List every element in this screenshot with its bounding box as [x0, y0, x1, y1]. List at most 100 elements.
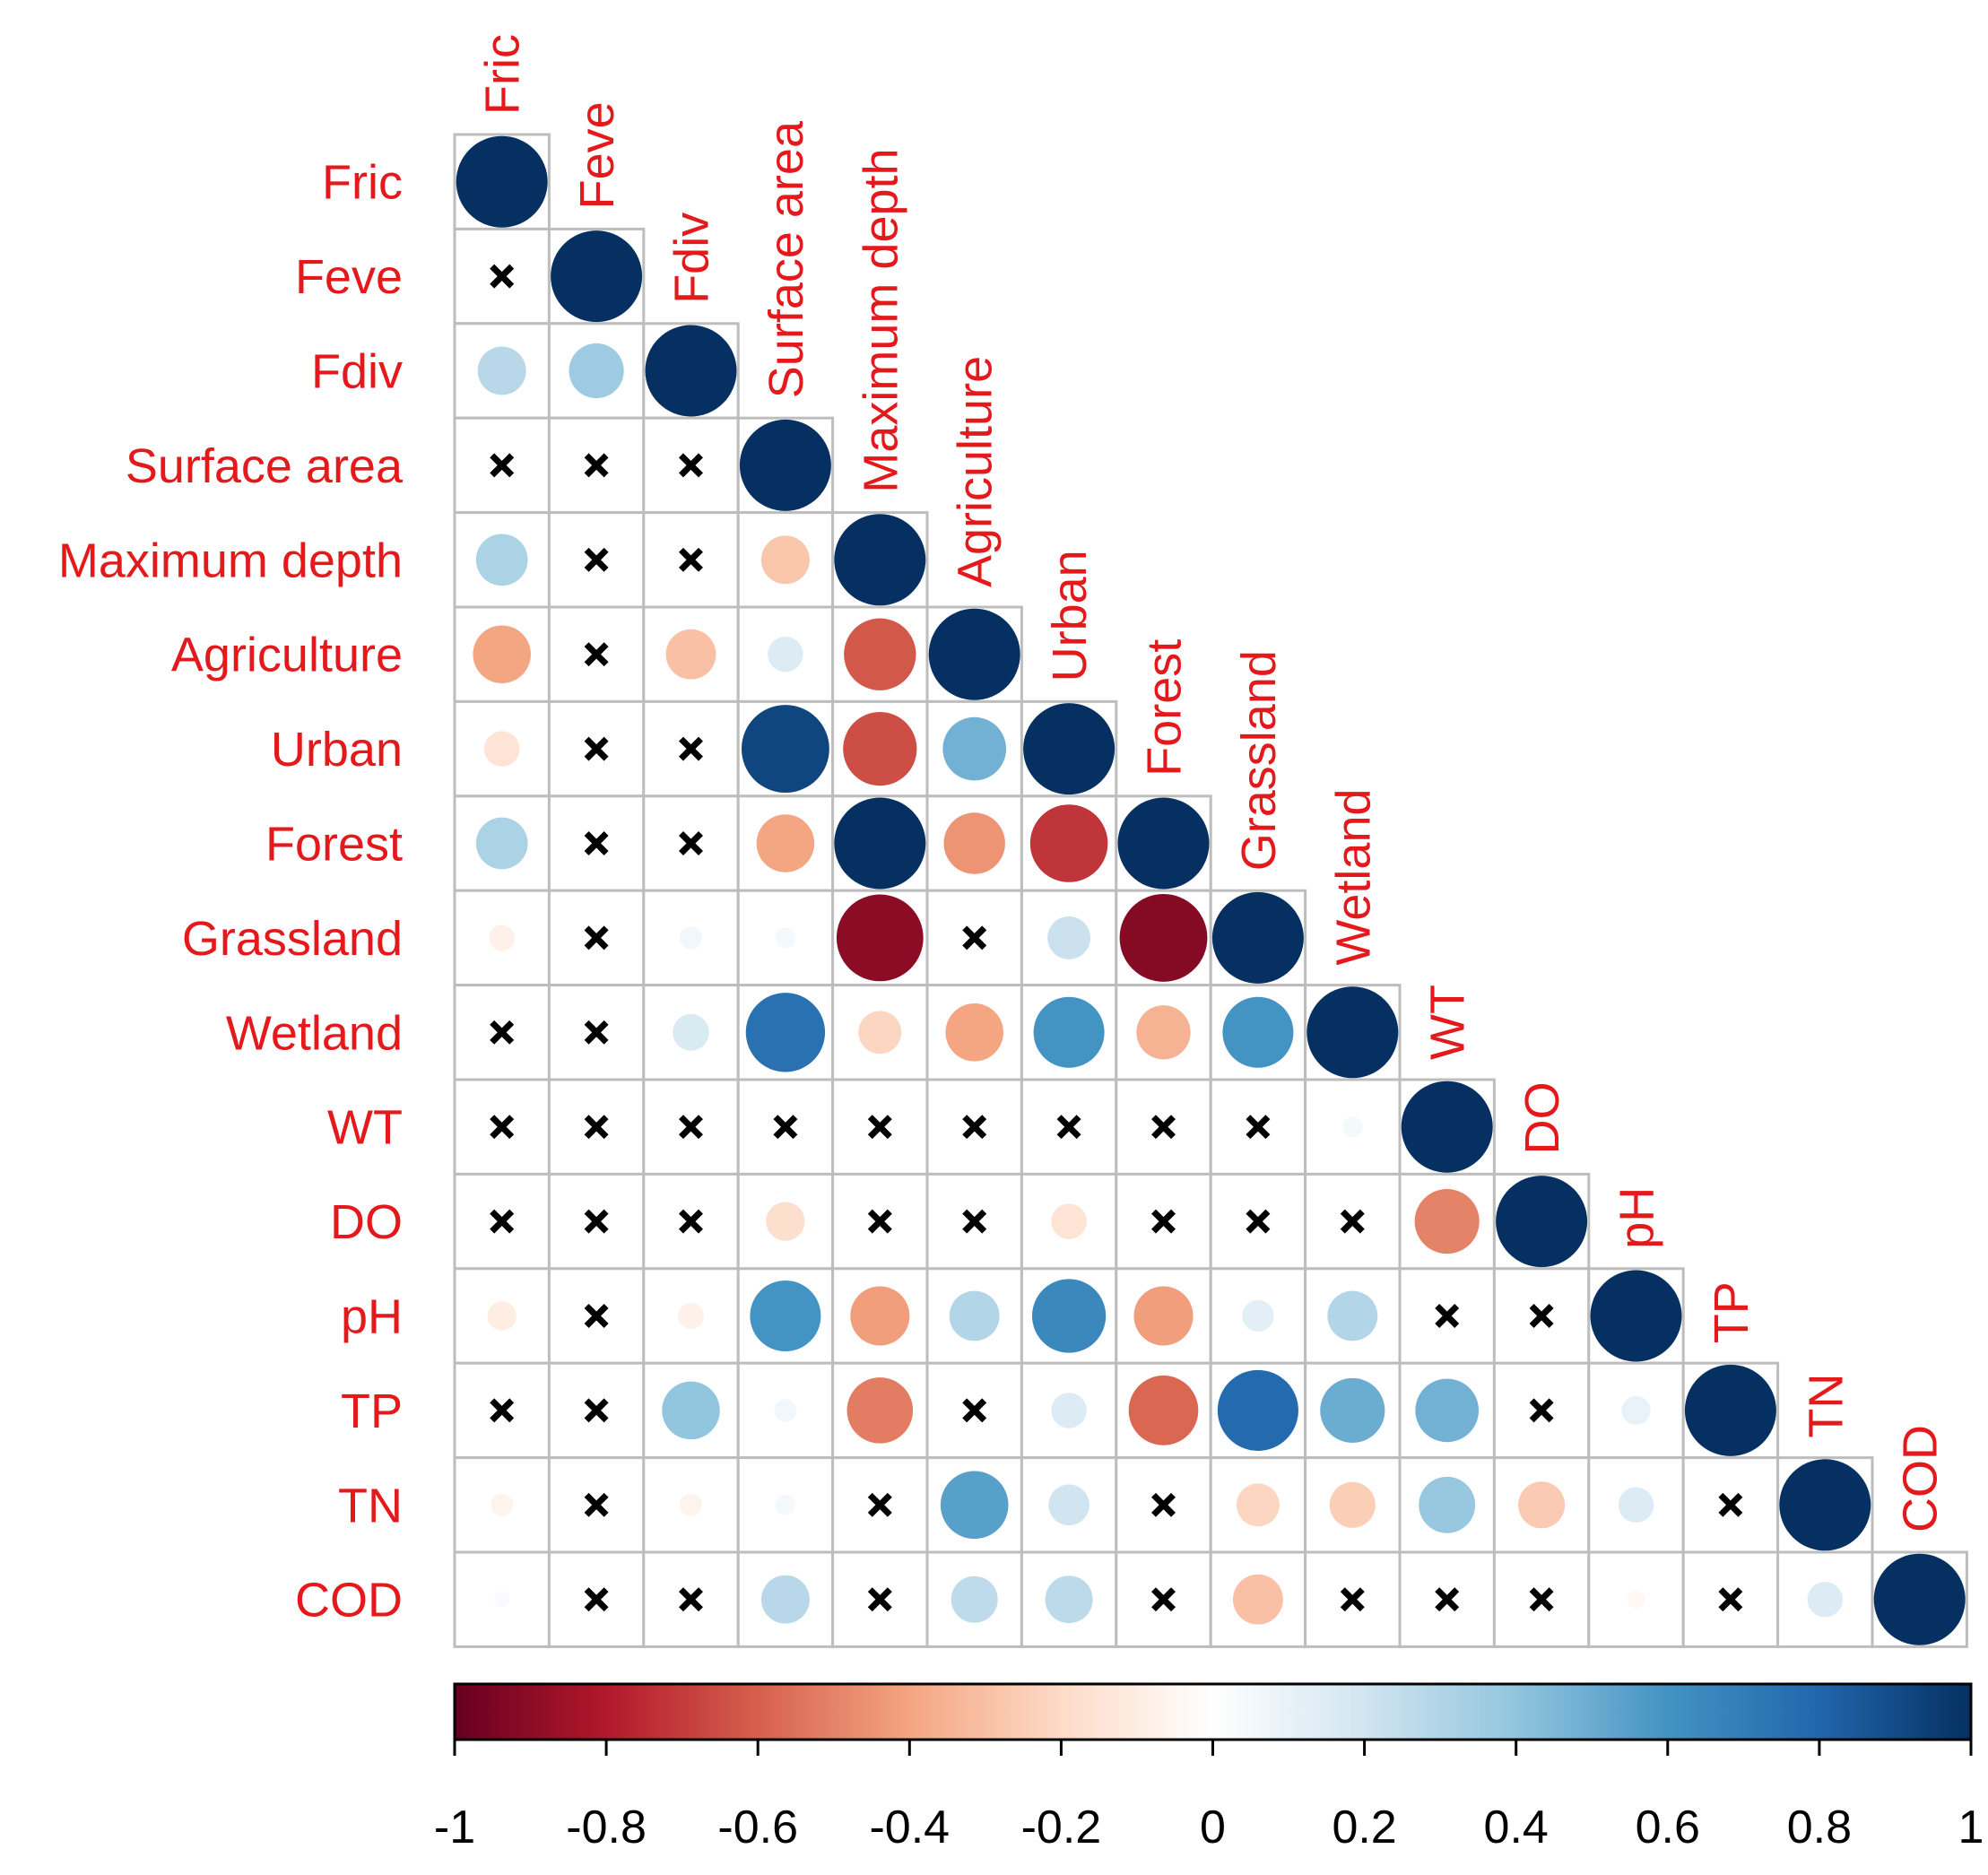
- nonsignificant-marker: [679, 831, 703, 855]
- nonsignificant-marker: [1529, 1587, 1554, 1612]
- row-label-forest: Forest: [265, 818, 403, 872]
- nonsignificant-marker: [867, 1492, 892, 1517]
- nonsignificant-marker: [490, 1020, 515, 1045]
- nonsignificant-marker: [679, 547, 703, 572]
- correlation-circle: [1496, 1176, 1588, 1268]
- correlation-circle: [1618, 1487, 1654, 1523]
- correlation-circle: [456, 135, 548, 228]
- col-label-cod: COD: [1894, 1425, 1948, 1532]
- col-label-urban: Urban: [1043, 550, 1097, 681]
- nonsignificant-marker: [679, 1587, 703, 1612]
- nonsignificant-marker: [1340, 1587, 1365, 1612]
- correlation-circle: [1307, 986, 1399, 1079]
- row-label-tn: TN: [338, 1479, 403, 1532]
- col-label-tn: TN: [1799, 1374, 1853, 1438]
- column-labels: Fric Feve Fdiv Surface area Maximum depth Agr…: [476, 34, 1948, 1532]
- col-label-forest: Forest: [1138, 639, 1192, 777]
- correlation-circle: [949, 1290, 1000, 1341]
- row-label-feve: Feve: [295, 250, 403, 304]
- colorbar-tick-label: 0.8: [1787, 1801, 1852, 1853]
- correlation-circle: [928, 608, 1020, 700]
- nonsignificant-marker: [1529, 1304, 1554, 1328]
- nonsignificant-marker: [1151, 1587, 1176, 1612]
- colorbar-tick-label: 1: [1958, 1801, 1984, 1853]
- row-label-urban: Urban: [271, 723, 403, 777]
- nonsignificant-marker: [1718, 1492, 1743, 1517]
- correlation-circle: [678, 1303, 704, 1329]
- nonsignificant-marker: [679, 1115, 703, 1140]
- colorbar-tick-label: -0.8: [566, 1801, 647, 1853]
- correlation-circle: [475, 817, 528, 870]
- colorbar-tick-label: -0.2: [1021, 1801, 1102, 1853]
- nonsignificant-marker: [490, 264, 515, 289]
- correlation-circle: [1415, 1378, 1480, 1443]
- row-label-ph: pH: [341, 1290, 403, 1344]
- correlation-circle: [1045, 1576, 1093, 1624]
- row-label-grassland: Grassland: [182, 912, 403, 966]
- correlation-circle: [673, 1013, 709, 1051]
- nonsignificant-marker: [867, 1587, 892, 1612]
- correlation-circle: [477, 346, 526, 395]
- nonsignificant-marker: [679, 453, 703, 478]
- nonsignificant-marker: [962, 925, 987, 951]
- correlation-circles: [456, 135, 1966, 1645]
- correlation-circle: [775, 927, 796, 949]
- correlation-circle: [760, 535, 810, 585]
- correlation-circle: [1051, 1393, 1087, 1428]
- nonsignificant-marker: [1718, 1587, 1743, 1612]
- row-label-fric: Fric: [322, 156, 403, 210]
- nonsignificant-marker: [584, 925, 609, 951]
- nonsignificant-marker: [962, 1209, 987, 1234]
- correlation-circle: [680, 926, 702, 950]
- correlation-circle: [1341, 1116, 1363, 1138]
- nonsignificant-marker: [584, 1115, 609, 1140]
- nonsignificant-marker: [584, 1492, 609, 1517]
- correlation-circle: [490, 1493, 514, 1516]
- correlation-circle: [1807, 1581, 1844, 1618]
- correlation-circle: [1222, 996, 1294, 1068]
- col-label-maximum-depth: Maximum depth: [854, 148, 907, 492]
- correlation-circle: [739, 419, 831, 511]
- correlation-circle: [745, 993, 826, 1072]
- correlation-circle: [741, 705, 829, 794]
- correlation-circle: [768, 636, 803, 673]
- matrix-cell: [547, 416, 646, 515]
- nonsignificant-marker: [962, 1115, 987, 1140]
- nonsignificant-marker: [490, 1398, 515, 1423]
- correlation-circle: [665, 629, 716, 680]
- row-label-wetland: Wetland: [226, 1006, 403, 1060]
- correlation-circle: [945, 1003, 1003, 1062]
- correlation-circle: [1031, 1279, 1107, 1353]
- correlation-circle: [1211, 891, 1304, 984]
- matrix-cell: [1304, 1550, 1402, 1648]
- correlation-circle: [1684, 1364, 1776, 1456]
- correlation-circle: [489, 924, 516, 951]
- correlation-circle: [951, 1576, 998, 1623]
- row-label-wt: WT: [327, 1101, 403, 1155]
- correlation-circle: [1401, 1081, 1493, 1173]
- row-label-tp: TP: [341, 1385, 403, 1438]
- correlation-circle: [844, 618, 916, 690]
- col-label-fric: Fric: [476, 34, 530, 115]
- row-label-cod: COD: [295, 1574, 403, 1628]
- col-label-wt: WT: [1421, 985, 1475, 1060]
- nonsignificant-marker: [867, 1209, 892, 1234]
- nonsignificant-marker: [962, 1398, 987, 1423]
- correlation-circle: [1779, 1459, 1871, 1551]
- nonsignificant-marker: [1151, 1115, 1176, 1140]
- correlation-circle: [1627, 1590, 1645, 1609]
- nonsignificant-marker: [1151, 1492, 1176, 1517]
- col-label-tp: TP: [1705, 1281, 1758, 1343]
- correlation-circle: [834, 514, 926, 606]
- correlation-circle: [756, 814, 815, 872]
- correlation-circle: [858, 1011, 902, 1055]
- correlation-circle: [834, 797, 926, 890]
- correlation-circle: [843, 711, 917, 786]
- correlation-circle: [1048, 1484, 1089, 1526]
- col-label-surface-area: Surface area: [760, 120, 813, 398]
- colorbar-tick-label: -1: [434, 1801, 475, 1853]
- correlation-circle: [1236, 1483, 1280, 1527]
- row-label-agriculture: Agriculture: [171, 629, 403, 682]
- colorbar-tick-label: 0.4: [1484, 1801, 1549, 1853]
